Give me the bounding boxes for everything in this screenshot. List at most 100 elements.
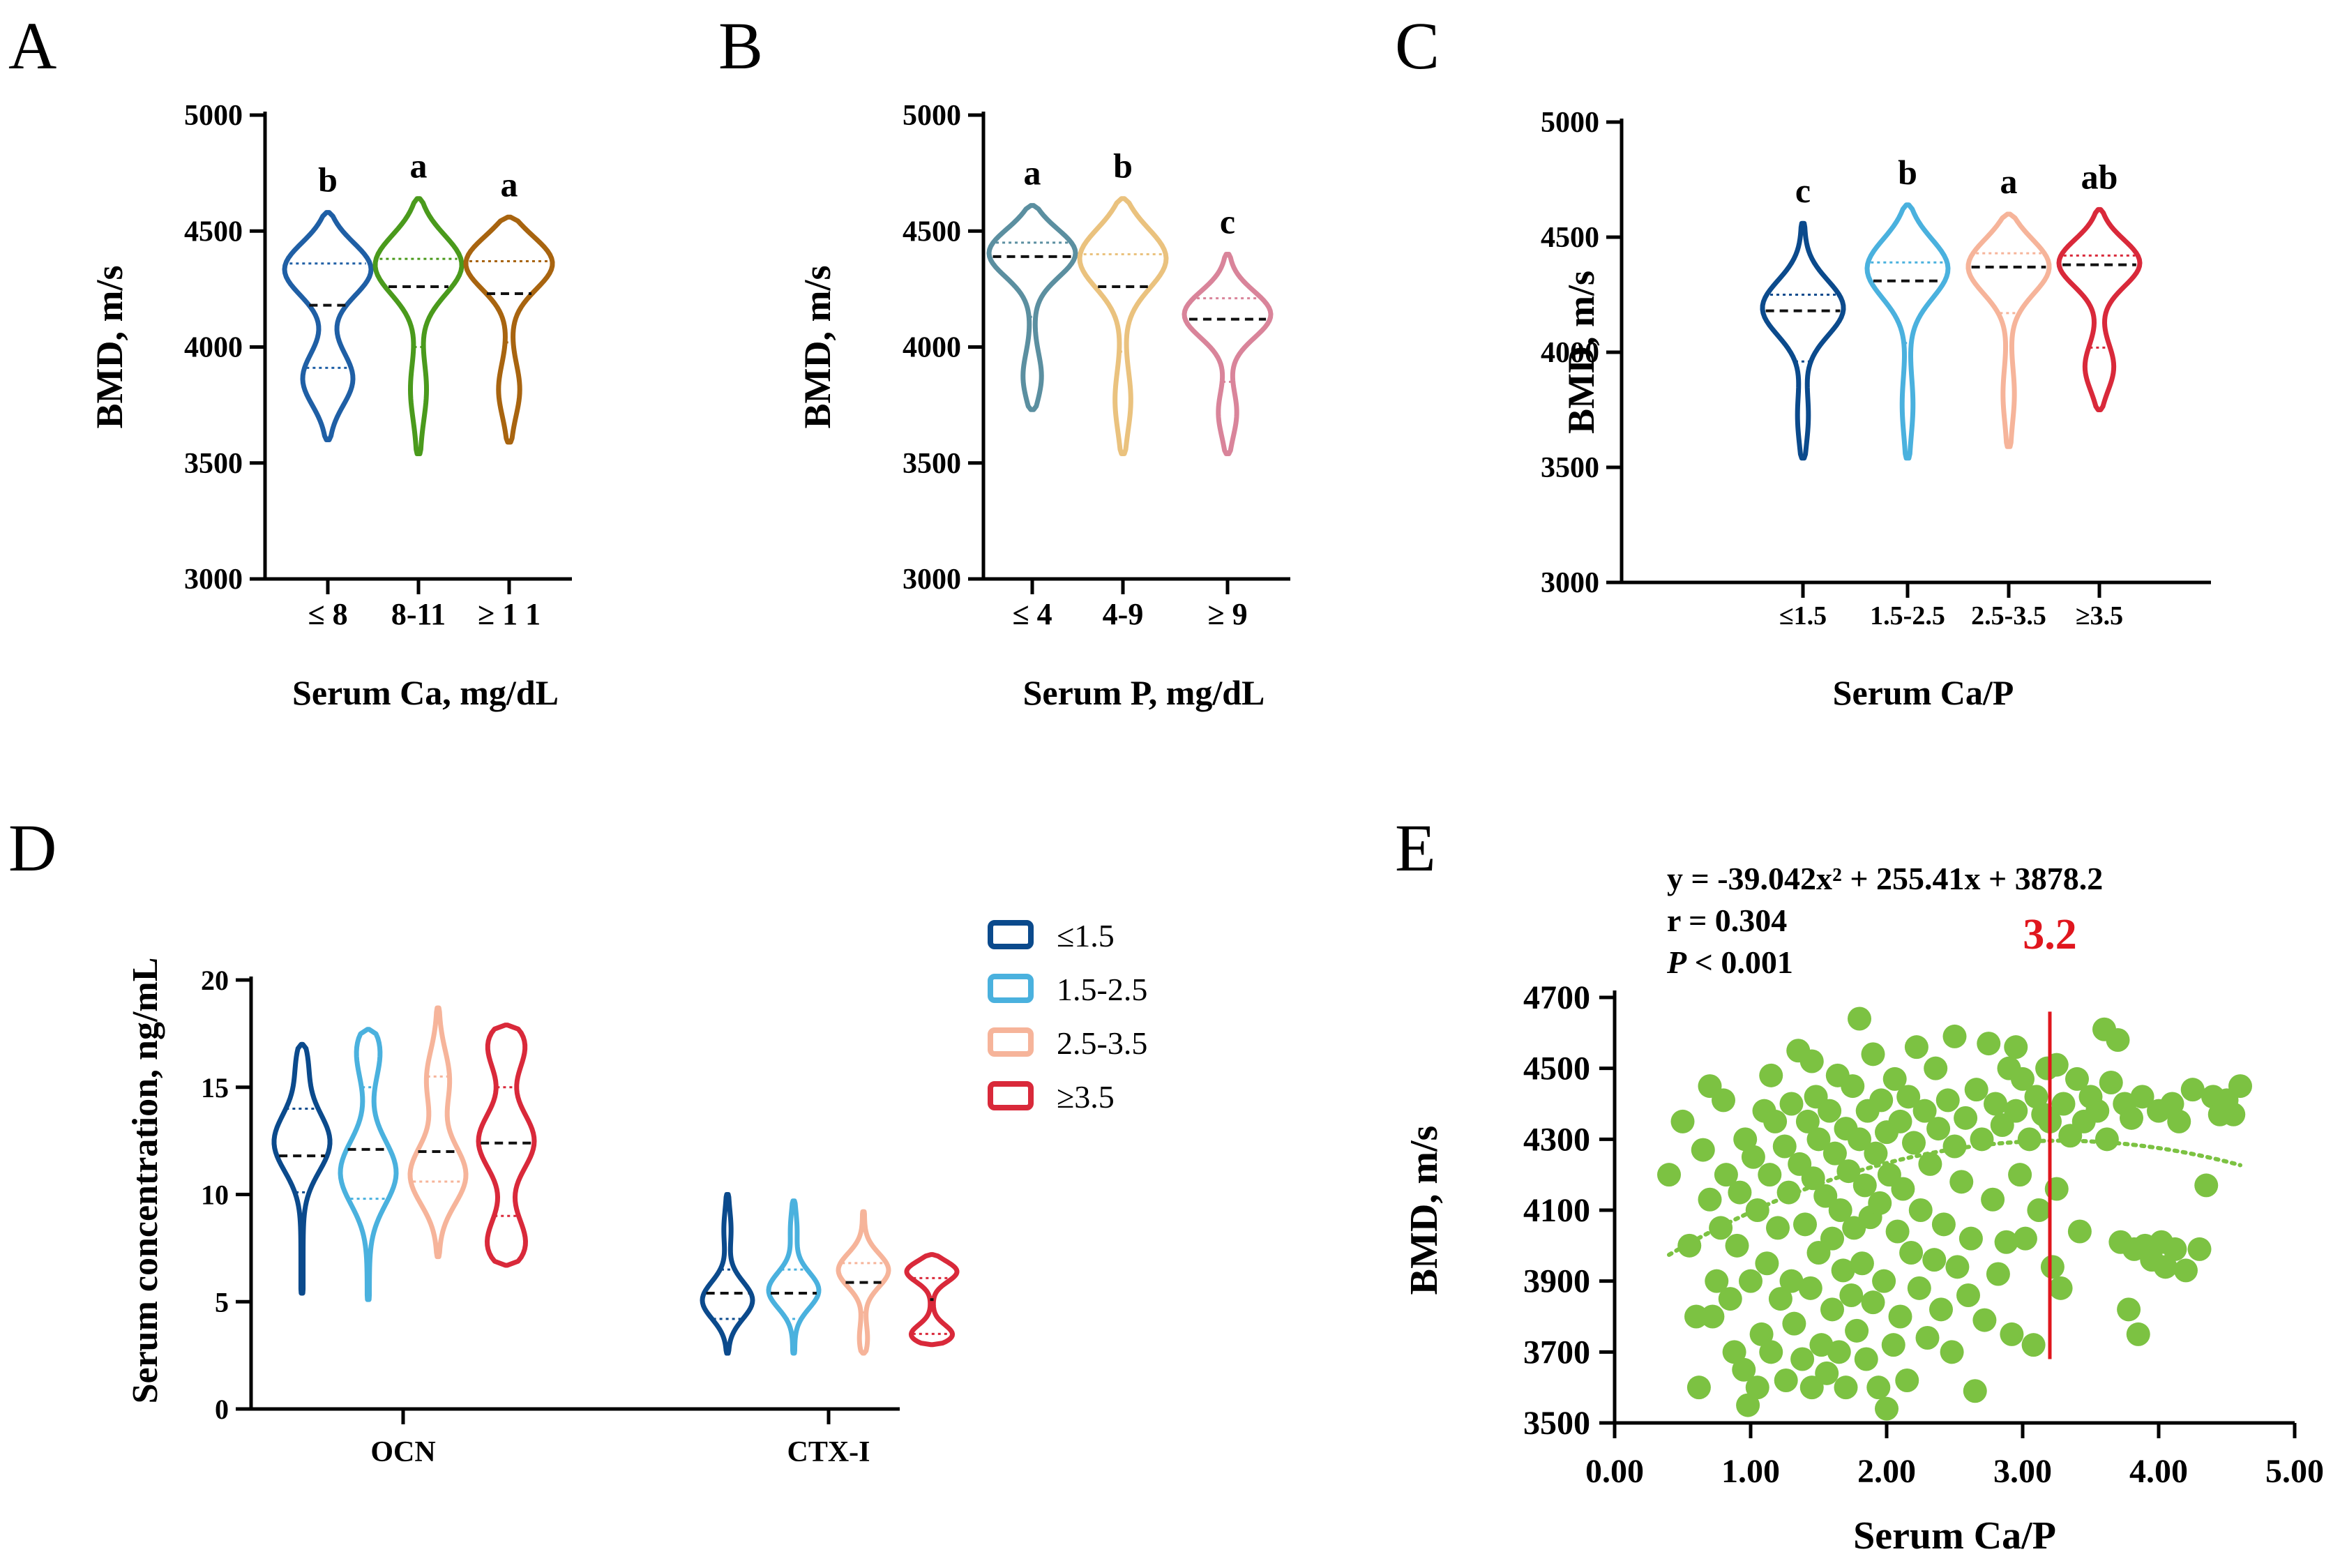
scatter-point bbox=[2017, 1127, 2041, 1152]
x-axis-title: Serum Ca/P bbox=[1833, 673, 2014, 712]
scatter-point bbox=[1954, 1106, 1978, 1130]
scatter-point bbox=[1733, 1127, 1758, 1152]
significance-letter: a bbox=[1024, 153, 1041, 193]
scatter-point bbox=[1915, 1326, 1940, 1350]
scatter-point bbox=[1799, 1049, 1824, 1073]
scatter-point bbox=[1822, 1141, 1847, 1166]
scatter-point bbox=[1774, 1369, 1798, 1392]
scatter-point bbox=[1795, 1109, 1820, 1133]
significance-letter: a bbox=[501, 165, 518, 204]
x-tick-label: 4.00 bbox=[2129, 1453, 2188, 1490]
scatter-point bbox=[1799, 1375, 1824, 1400]
scatter-point bbox=[1984, 1092, 2007, 1116]
scatter-point bbox=[1963, 1379, 1987, 1403]
scatter-point bbox=[1684, 1304, 1708, 1329]
scatter-point bbox=[1882, 1066, 1907, 1091]
p-value-label: P < 0.001 bbox=[1666, 944, 1793, 980]
scatter-point bbox=[1902, 1131, 1926, 1155]
x-tick-label: ≤ 4 bbox=[1012, 597, 1052, 631]
x-tick-label: ≥ 9 bbox=[1207, 597, 1247, 631]
scatter-point bbox=[1768, 1287, 1792, 1311]
scatter-point bbox=[2065, 1066, 2089, 1091]
scatter-point bbox=[1766, 1216, 1790, 1240]
significance-letter: b bbox=[1113, 146, 1133, 186]
scatter-point bbox=[1949, 1170, 1974, 1194]
scatter-point bbox=[1714, 1163, 1738, 1187]
violin-group-2 bbox=[1965, 211, 2052, 449]
x-axis-title: Serum Ca, mg/dL bbox=[292, 673, 559, 712]
panel-a: 3000 3500 4000 4500 5000 BMD, m/s Serum Ca, mg… bbox=[89, 100, 572, 712]
scatter-point bbox=[1827, 1340, 1851, 1364]
significance-letter: a bbox=[2000, 162, 2018, 201]
violin-series-1-cat-1 bbox=[766, 1198, 822, 1356]
scatter-point bbox=[2180, 1078, 2205, 1102]
y-tick-label: 4300 bbox=[1523, 1121, 1590, 1158]
r-value-label: r = 0.304 bbox=[1667, 903, 1787, 938]
violin-series-0-cat-1 bbox=[700, 1192, 755, 1356]
y-tick-label: 4700 bbox=[1523, 979, 1590, 1016]
scatter-point bbox=[1686, 1375, 1711, 1400]
scatter-point bbox=[1895, 1369, 1919, 1392]
p-value-text: < 0.001 bbox=[1686, 944, 1793, 980]
scatter-point bbox=[1820, 1297, 1844, 1322]
y-tick-label: 3000 bbox=[184, 564, 243, 596]
scatter-point bbox=[1732, 1357, 1756, 1382]
scatter-point bbox=[1956, 1283, 1980, 1307]
violin-group-3 bbox=[2056, 206, 2143, 412]
scatter-point bbox=[2021, 1333, 2046, 1357]
scatter-point bbox=[1899, 1241, 1924, 1265]
scatter-point bbox=[1972, 1308, 1997, 1332]
scatter-point bbox=[2085, 1099, 2110, 1123]
x-tick-label: 4-9 bbox=[1103, 597, 1144, 631]
y-tick-label: 4500 bbox=[903, 216, 961, 248]
y-tick-label: 5 bbox=[215, 1286, 229, 1318]
x-tick-label: 3.00 bbox=[1993, 1453, 2052, 1490]
scatter-point bbox=[1908, 1198, 1933, 1222]
scatter-point bbox=[1926, 1117, 1951, 1141]
scatter-point bbox=[2067, 1219, 2092, 1244]
panel-b: 3000 3500 4000 4500 5000 BMD, m/s Serum P, mg/… bbox=[797, 100, 1290, 712]
scatter-point bbox=[1861, 1042, 1885, 1066]
y-tick-label: 3500 bbox=[184, 448, 243, 480]
scatter-point bbox=[1854, 1347, 1878, 1371]
y-axis-title: BMD, m/s bbox=[1560, 271, 1602, 434]
scatter-point bbox=[1866, 1375, 1891, 1400]
scatter-point bbox=[1798, 1276, 1822, 1300]
y-tick-label: 15 bbox=[201, 1072, 229, 1103]
scatter-point bbox=[1888, 1304, 1912, 1329]
scatter-point bbox=[1845, 1318, 1869, 1343]
scatter-point bbox=[1850, 1251, 1874, 1276]
scatter-point bbox=[1705, 1269, 1729, 1293]
scatter-point bbox=[1806, 1127, 1831, 1152]
scatter-point bbox=[2040, 1255, 2065, 1279]
y-tick-label: 5000 bbox=[184, 100, 243, 132]
scatter-point bbox=[1924, 1056, 1948, 1080]
scatter-point bbox=[1942, 1024, 1967, 1048]
y-tick-label: 4100 bbox=[1523, 1192, 1590, 1229]
scatter-point bbox=[1907, 1276, 1931, 1300]
y-tick-label: 3000 bbox=[1541, 567, 1599, 599]
scatter-point bbox=[1977, 1032, 2001, 1056]
scatter-point bbox=[1793, 1212, 1817, 1237]
scatter-point bbox=[1981, 1187, 2005, 1212]
scatter-point bbox=[2004, 1099, 2028, 1123]
scatter-point bbox=[2094, 1127, 2119, 1152]
scatter-point bbox=[1848, 1127, 1871, 1152]
scatter-point bbox=[1839, 1283, 1864, 1307]
scatter-point bbox=[1736, 1393, 1760, 1417]
scatter-point bbox=[1986, 1262, 2010, 1286]
scatter-point bbox=[1670, 1109, 1695, 1133]
violin-series-2-cat-1 bbox=[836, 1209, 891, 1356]
panel-label-b: B bbox=[718, 8, 763, 83]
y-tick-label: 10 bbox=[201, 1179, 229, 1211]
scatter-point bbox=[2153, 1255, 2177, 1279]
scatter-point bbox=[1745, 1375, 1769, 1400]
x-tick-label: ≥3.5 bbox=[2076, 601, 2123, 631]
panel-label-e: E bbox=[1395, 811, 1436, 885]
significance-letter: a bbox=[410, 146, 428, 186]
x-tick-label: 8-11 bbox=[391, 597, 446, 631]
scatter-point bbox=[1881, 1333, 1905, 1357]
scatter-point bbox=[1935, 1088, 1960, 1113]
legend-label: ≤1.5 bbox=[1057, 918, 1115, 953]
violin-series-0-cat-0 bbox=[271, 1041, 333, 1296]
